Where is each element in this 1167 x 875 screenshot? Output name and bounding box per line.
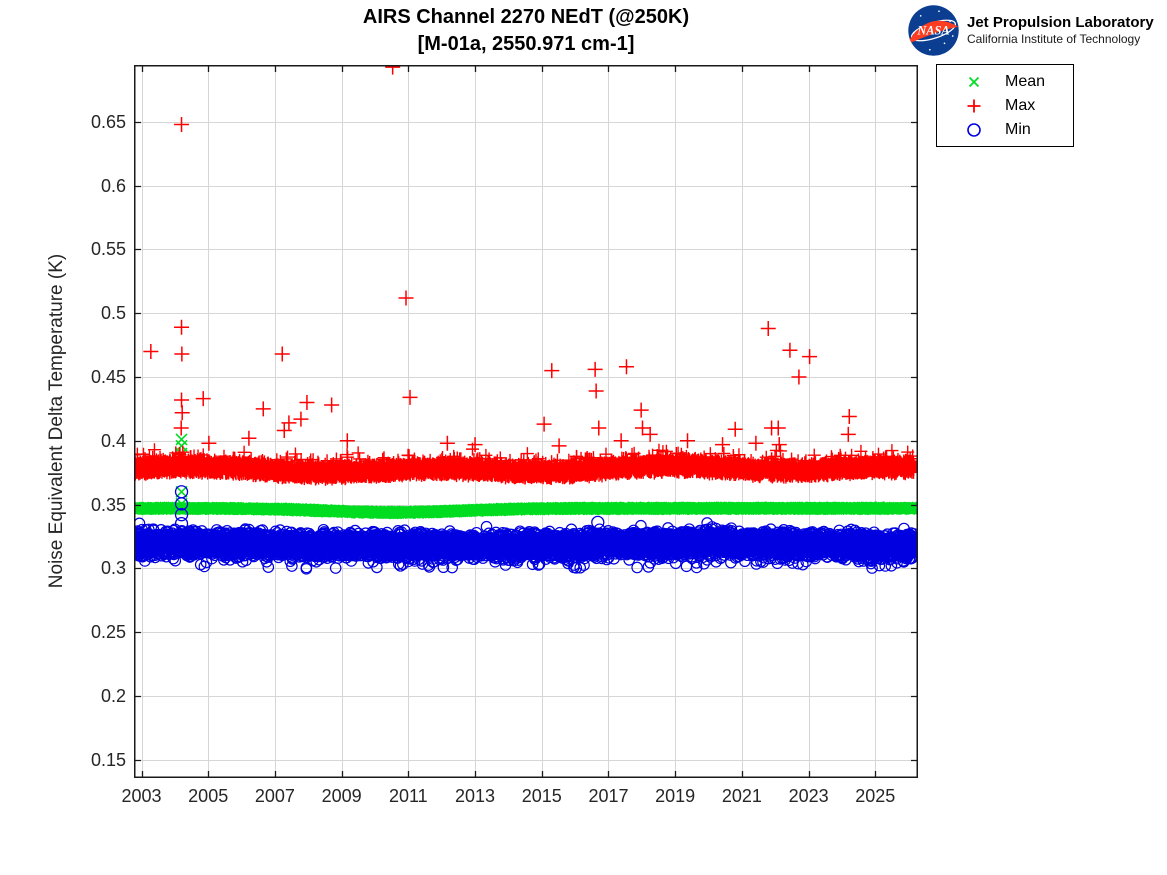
jpl-header: NASA Jet Propulsion Laboratory Californi… [906,2,1166,58]
nasa-swoosh [909,20,959,42]
y-tick-label: 0.2 [100,685,126,706]
y-tick-label: 0.55 [90,239,126,260]
x-tick-label: 2013 [455,786,496,806]
y-tick-label: 0.15 [90,749,126,770]
max-plus-marker-icon [967,99,981,113]
x-tick-label: 2023 [788,786,829,806]
y-tick-label: 0.25 [90,622,126,642]
nasa-logo-icon: NASA [908,4,959,56]
legend-label-max: Max [1005,97,1036,114]
x-tick-label: 2017 [588,786,629,806]
x-tick-label: 2021 [721,786,762,806]
y-tick-label: 0.4 [100,430,126,451]
caltech-name: California Institute of Technology [967,31,1141,46]
y-tick-label: 0.3 [100,558,126,579]
y-tick-label: 0.35 [90,494,126,515]
x-tick-label: 2007 [254,786,295,806]
legend-row-min: Min [937,118,1073,142]
y-tick-label: 0.45 [90,367,126,387]
y-tick-label: 0.5 [100,303,126,324]
legend-label-mean: Mean [1005,73,1046,90]
x-tick-label: 2009 [321,786,362,806]
min-circle-marker-icon [967,123,981,137]
x-tick-label: 2005 [188,786,229,806]
y-tick-label: 0.65 [90,111,126,132]
mean-x-marker-icon [968,76,980,88]
chart-canvas [134,65,918,778]
legend-row-mean: Mean [937,70,1073,94]
x-tick-label: 2025 [855,786,896,806]
chart-title: AIRS Channel 2270 NEdT (@250K) [362,6,690,28]
nasa-logo-text: NASA [916,23,949,37]
legend-row-max: Max [937,94,1073,118]
x-tick-label: 2011 [388,786,428,806]
chart-title-block: AIRS Channel 2270 NEdT (@250K) [M-01a, 2… [134,4,918,58]
legend-label-min: Min [1005,121,1031,138]
x-tick-label: 2003 [121,786,162,806]
legend: Mean Max Min [936,64,1074,147]
jpl-name: Jet Propulsion Laboratory [967,13,1154,31]
x-tick-label: 2015 [521,786,562,806]
x-tick-label: 2019 [655,786,696,806]
chart-subtitle: [M-01a, 2550.971 cm-1] [417,33,635,55]
y-tick-label: 0.6 [100,175,126,196]
jpl-text-block: Jet Propulsion Laboratory California Ins… [967,14,1154,47]
